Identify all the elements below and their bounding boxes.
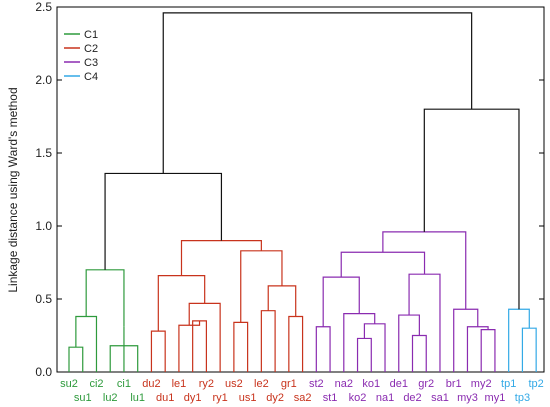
legend-label-C4: C4 (84, 71, 98, 83)
leaf-label-na1: na1 (376, 392, 394, 404)
link-D (508, 308, 530, 372)
legend-label-C2: C2 (84, 43, 98, 55)
leaf-label-st1: st1 (323, 392, 338, 404)
link-root (162, 12, 473, 174)
leaf-label-gr2: gr2 (418, 378, 434, 390)
leaf-label-ko1: ko1 (362, 378, 380, 390)
link-c11 (466, 326, 489, 372)
leaf-label-lu1: lu1 (130, 392, 145, 404)
link-b2 (192, 320, 207, 372)
y-tick-label: 0.0 (35, 365, 52, 379)
leaf-label-le1: le1 (172, 378, 187, 390)
leaf-label-br1: br1 (446, 378, 462, 390)
y-tick-label: 2.5 (35, 0, 52, 14)
link-b3 (178, 320, 201, 372)
link-b4 (188, 302, 221, 372)
link-c1 (315, 326, 331, 372)
link-c5 (322, 276, 360, 327)
leaf-label-tp3: tp3 (515, 392, 530, 404)
link-c10 (480, 329, 496, 372)
link-b9 (267, 285, 297, 317)
plot-frame (56, 6, 545, 373)
leaf-label-my2: my2 (471, 378, 492, 390)
link-A (85, 269, 125, 327)
leaf-label-dy2: dy2 (266, 392, 284, 404)
leaf-label-de2: de2 (403, 392, 421, 404)
link-d1 (521, 327, 537, 372)
link-c2 (356, 337, 372, 372)
leaf-label-na2: na2 (335, 378, 353, 390)
link-CD (423, 108, 520, 310)
link-AB (104, 172, 223, 270)
link-a1 (68, 346, 84, 372)
leaf-label-su2: su2 (60, 378, 78, 390)
leaf-label-du1: du1 (156, 392, 174, 404)
leaf-label-le2: le2 (254, 378, 269, 390)
leaf-label-dy1: dy1 (184, 392, 202, 404)
link-c9 (340, 251, 426, 278)
leaf-label-tp2: tp2 (529, 378, 544, 390)
dendrogram-links (68, 12, 537, 372)
link-b7 (260, 310, 276, 372)
leaf-label-ci2: ci2 (89, 378, 103, 390)
link-c7 (398, 314, 420, 372)
link-c6 (411, 334, 427, 372)
link-c12 (453, 308, 479, 372)
leaf-label-tp1: tp1 (501, 378, 516, 390)
link-c3 (363, 323, 386, 372)
leaf-label-ry2: ry2 (199, 378, 214, 390)
legend: C1 C2 C3 C4 (64, 29, 98, 83)
y-tick-label: 0.5 (35, 292, 52, 306)
leaf-label-my3: my3 (457, 392, 478, 404)
leaf-label-ko2: ko2 (349, 392, 367, 404)
leaf-label-sa2: sa2 (294, 392, 312, 404)
link-b8 (288, 315, 304, 372)
link-B (180, 240, 262, 276)
leaf-label-sa1: sa1 (431, 392, 449, 404)
leaf-label-my1: my1 (485, 392, 506, 404)
leaf-label-us1: us1 (239, 392, 257, 404)
leaf-label-st2: st2 (309, 378, 324, 390)
link-c8 (408, 273, 441, 372)
legend-label-C1: C1 (84, 29, 98, 41)
link-b1 (150, 330, 166, 372)
leaf-label-us2: us2 (225, 378, 243, 390)
leaf-label-su1: su1 (74, 392, 92, 404)
leaf-label-gr1: gr1 (281, 378, 297, 390)
leaf-label-lu2: lu2 (103, 392, 118, 404)
leaf-label-de1: de1 (390, 378, 408, 390)
link-b6 (233, 321, 249, 372)
leaf-label-du2: du2 (142, 378, 160, 390)
y-tick-label: 1.0 (35, 219, 52, 233)
leaf-label-ci1: ci1 (117, 378, 131, 390)
y-axis-label: Linkage distance using Ward's method (6, 87, 20, 292)
legend-label-C3: C3 (84, 57, 98, 69)
leaf-label-ry1: ry1 (212, 392, 227, 404)
y-axis: 0.0 0.5 1.0 1.5 2.0 2.5 (35, 0, 544, 379)
link-a2 (75, 315, 98, 372)
y-tick-label: 1.5 (35, 146, 52, 160)
y-tick-label: 2.0 (35, 73, 52, 87)
link-c4 (343, 313, 376, 372)
